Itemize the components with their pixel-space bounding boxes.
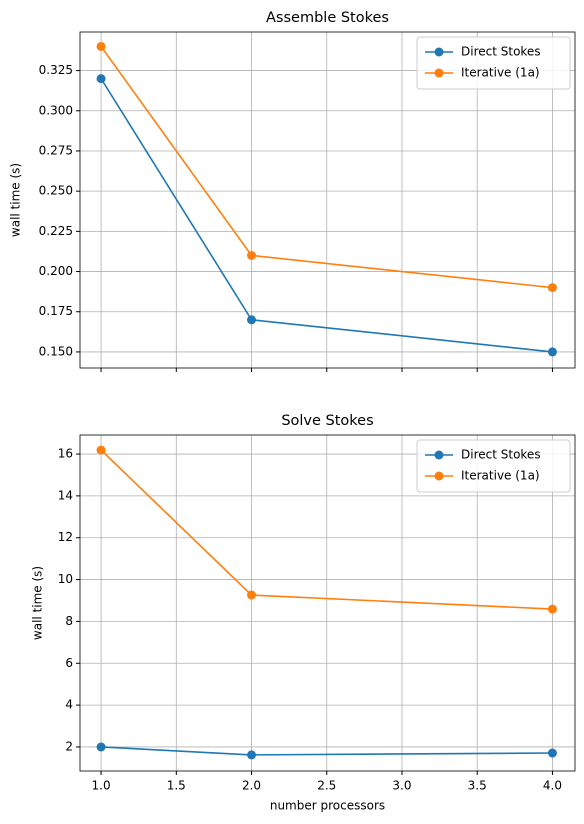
- y-axis-label: wall time (s): [9, 163, 23, 237]
- data-point: [247, 315, 257, 325]
- x-axis-label: number processors: [270, 799, 385, 813]
- data-point: [96, 445, 106, 455]
- y-tick-label: 0.275: [39, 143, 73, 157]
- x-tick-label: 1.0: [92, 779, 111, 793]
- y-tick-label: 2: [65, 739, 73, 753]
- legend-box: [416, 36, 571, 90]
- x-tick-label: 4.0: [543, 779, 562, 793]
- y-tick-label: 0.325: [39, 63, 73, 77]
- legend-marker: [434, 450, 444, 460]
- y-tick-label: 0.225: [39, 224, 73, 238]
- legend-label: Direct Stokes: [461, 448, 541, 462]
- data-point: [547, 604, 557, 614]
- plot-frame: [79, 434, 576, 772]
- legend-marker: [434, 471, 444, 481]
- y-tick-label: 0.150: [39, 344, 73, 358]
- data-point: [547, 283, 557, 293]
- x-tick-label: 3.0: [392, 779, 411, 793]
- data-point: [547, 347, 557, 357]
- legend-marker: [434, 47, 444, 57]
- data-point: [96, 742, 106, 752]
- data-point: [247, 750, 257, 760]
- x-tick-label: 2.5: [317, 779, 336, 793]
- y-tick-label: 0.200: [39, 264, 73, 278]
- data-point: [247, 250, 257, 260]
- x-tick-label: 1.5: [167, 779, 186, 793]
- y-tick-label: 6: [65, 656, 73, 670]
- plot-frame: [79, 31, 576, 369]
- y-tick-label: 0.175: [39, 304, 73, 318]
- y-tick-label: 10: [58, 572, 73, 586]
- chart-title: Solve Stokes: [281, 413, 373, 429]
- legend-label: Iterative (1a): [461, 469, 540, 483]
- y-tick-label: 4: [65, 698, 73, 712]
- legend-box: [416, 439, 571, 493]
- y-tick-label: 0.250: [39, 184, 73, 198]
- y-tick-label: 0.300: [39, 103, 73, 117]
- data-point: [247, 590, 257, 600]
- x-tick-label: 2.0: [242, 779, 261, 793]
- y-tick-label: 14: [58, 488, 73, 502]
- legend-label: Iterative (1a): [461, 66, 540, 80]
- data-point: [547, 748, 557, 758]
- x-tick-label: 3.5: [468, 779, 487, 793]
- y-axis-label: wall time (s): [31, 566, 45, 640]
- y-tick-label: 8: [65, 614, 73, 628]
- legend-marker: [434, 68, 444, 78]
- legend-label: Direct Stokes: [461, 45, 541, 59]
- data-point: [96, 74, 106, 84]
- data-point: [96, 41, 106, 51]
- y-tick-label: 12: [58, 530, 73, 544]
- y-tick-label: 16: [58, 447, 73, 461]
- chart-title: Assemble Stokes: [266, 10, 389, 26]
